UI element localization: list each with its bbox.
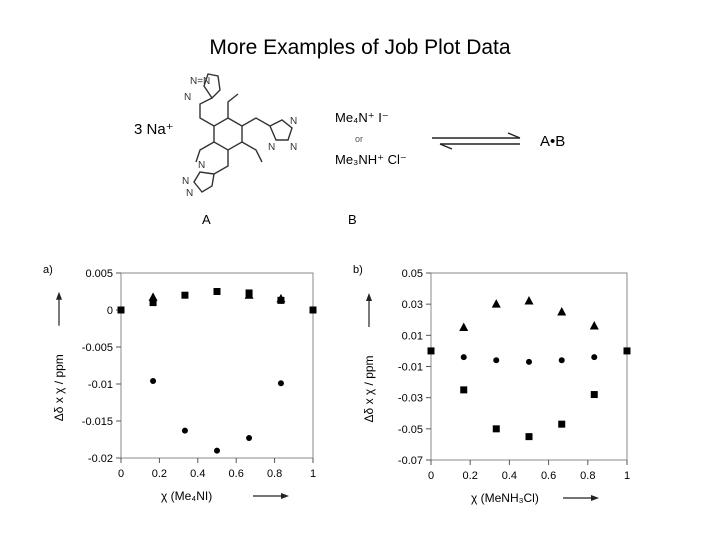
x-axis-label: χ (Me₄NI) [161, 489, 212, 503]
tetrazole-right [269, 119, 293, 141]
y-tick-label: -0.05 [398, 424, 423, 436]
ring-n-label: N [268, 142, 275, 153]
data-point-circle [246, 435, 253, 442]
data-point-circle [493, 357, 500, 364]
data-point-square [309, 306, 317, 314]
x-tick-label: 0.8 [580, 470, 595, 482]
panel-label: b) [353, 264, 363, 276]
data-point-triangle [557, 306, 567, 316]
y-tick-label: 0.01 [402, 330, 423, 342]
data-point-triangle [589, 320, 599, 330]
x-tick-label: 0.2 [152, 468, 167, 480]
data-point-circle [591, 354, 598, 361]
ch2-right [241, 117, 271, 127]
product-label: A•B [540, 133, 565, 150]
x-tick-label: 1 [310, 468, 316, 480]
data-point-square [213, 288, 221, 295]
data-point-circle [558, 357, 565, 364]
data-point-square [558, 420, 566, 428]
equilibrium-arrow [432, 132, 521, 150]
y-tick-label: -0.01 [398, 362, 423, 374]
ethyl-top [227, 93, 239, 118]
data-point-circle [214, 447, 220, 454]
x-axis-arrowhead [591, 495, 599, 501]
ring-n-label: N [290, 142, 297, 153]
plot-frame [120, 272, 314, 459]
y-tick-label: -0.015 [82, 416, 113, 428]
data-point-triangle [459, 322, 469, 332]
y-tick-label: -0.02 [88, 453, 113, 465]
data-point-circle [181, 427, 188, 434]
compound-b-label: B [348, 212, 357, 227]
data-point-square [427, 347, 435, 355]
tetrazole-top [203, 73, 221, 100]
ethyl-left [195, 141, 215, 163]
y-tick-label: -0.005 [82, 342, 113, 354]
guest-2-label: Me₃NH⁺ Cl⁻ [335, 152, 407, 167]
y-tick-label: 0 [107, 305, 113, 317]
x-tick-label: 0.6 [229, 468, 244, 480]
slide-title: More Examples of Job Plot Data [209, 36, 511, 59]
y-tick-label: 0.005 [85, 268, 113, 280]
x-tick-label: 0.8 [267, 468, 282, 480]
data-point-circle [460, 354, 467, 361]
ring-n-label: N [290, 116, 297, 127]
ring-n-label: N [198, 160, 205, 171]
ring-n-label: N [186, 188, 193, 199]
data-point-triangle [244, 290, 254, 299]
x-tick-label: 0.2 [463, 470, 478, 482]
compound-a-label: A [202, 212, 211, 227]
data-point-square [117, 306, 125, 314]
data-point-triangle [491, 299, 501, 308]
ring-n-label: N [182, 176, 189, 187]
data-point-square [460, 386, 468, 394]
y-tick-label: -0.07 [398, 455, 423, 467]
or-label: or [355, 134, 363, 144]
x-tick-label: 0.6 [541, 470, 556, 482]
ethyl-right [241, 141, 263, 163]
reaction-scheme: N=N N N N N N N N 3 Na⁺ Me₄N⁺ I⁻ or Me₃N… [134, 73, 565, 227]
data-point-square [590, 391, 598, 399]
data-point-square [181, 291, 189, 299]
y-axis-arrowhead [56, 291, 62, 300]
data-point-triangle [276, 293, 286, 303]
x-tick-label: 1 [624, 470, 630, 482]
data-point-square [525, 433, 533, 441]
data-point-circle [277, 380, 284, 387]
ch2-left [199, 97, 215, 127]
ring-n-label: N [184, 92, 191, 103]
y-tick-label: -0.01 [88, 379, 113, 391]
y-axis-label: Δδ x χ / ppm [362, 355, 376, 422]
panel-label: a) [43, 264, 53, 276]
y-tick-label: -0.03 [398, 393, 423, 405]
data-point-square [492, 425, 500, 433]
y-tick-label: 0.03 [402, 299, 423, 311]
ring-label-top: N=N [190, 76, 210, 87]
data-point-triangle [524, 296, 534, 305]
x-axis-label: χ (MeNH₃Cl) [471, 491, 539, 505]
tetrazole-bottom [193, 171, 215, 193]
data-point-triangle [148, 292, 158, 301]
ch2-bottom [213, 150, 229, 175]
x-tick-label: 0 [118, 468, 124, 480]
data-point-circle [150, 378, 157, 385]
guest-1-label: Me₄N⁺ I⁻ [335, 110, 389, 125]
y-tick-label: 0.05 [402, 268, 423, 280]
data-point-circle [526, 358, 532, 365]
y-axis-label: Δδ x χ / ppm [52, 354, 66, 421]
counterion-label: 3 Na⁺ [134, 121, 174, 138]
x-tick-label: 0.4 [502, 470, 517, 482]
x-tick-label: 0.4 [190, 468, 205, 480]
y-axis-arrowhead [366, 292, 372, 301]
x-axis-arrowhead [281, 493, 289, 499]
host-molecule-drawing [193, 73, 293, 193]
data-point-square [149, 299, 157, 307]
data-point-square [623, 347, 631, 355]
x-tick-label: 0 [428, 470, 434, 482]
